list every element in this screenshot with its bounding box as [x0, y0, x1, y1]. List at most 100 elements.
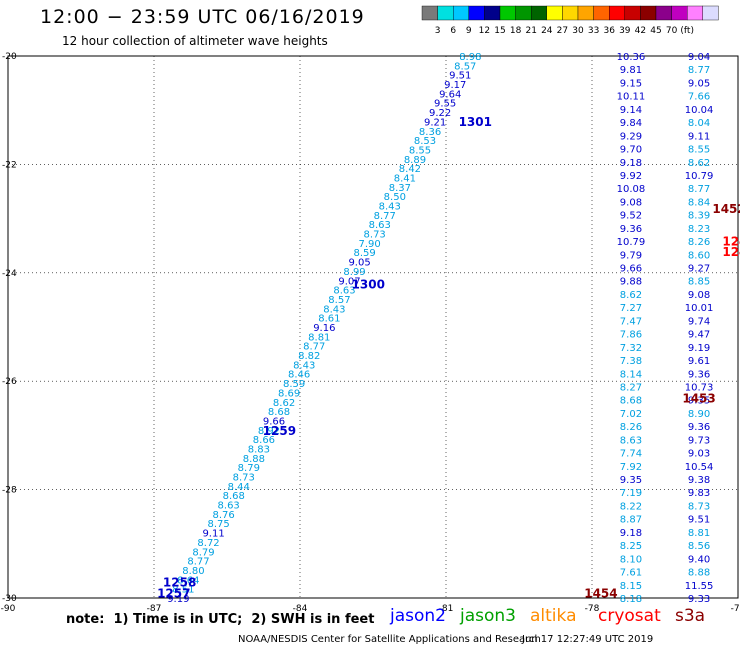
swh-value-label: 10.36	[617, 52, 646, 63]
swh-value-label: 7.38	[620, 356, 642, 367]
swh-value-label: 8.60	[688, 250, 710, 261]
swh-value-label: 8.77	[187, 557, 209, 568]
swh-value-label: 8.51	[172, 585, 194, 596]
swh-value-label: 8.68	[223, 491, 245, 502]
color-scale-tick: 3	[435, 26, 441, 36]
x-tick-label: -87	[147, 604, 162, 614]
swh-value-label: 9.22	[429, 108, 451, 119]
swh-value-label: 7.47	[620, 316, 642, 327]
swh-value-label: 8.73	[688, 501, 710, 512]
swh-value-label: 9.92	[620, 171, 642, 182]
swh-value-label: 8.55	[409, 145, 431, 156]
swh-value-label: 10.73	[685, 382, 714, 393]
swh-value-label: 8.63	[333, 286, 355, 297]
pass-time-label: 1257	[157, 587, 190, 601]
swh-value-label: 7.86	[620, 330, 642, 341]
footer-timestamp: Jun 17 12:27:49 UTC 2019	[522, 634, 654, 645]
swh-value-label: 8.23	[688, 224, 710, 235]
swh-value-label: 10.04	[685, 105, 714, 116]
legend-jason3: jason3	[460, 606, 516, 626]
color-scale-tick: 21	[525, 26, 536, 36]
chart-subtitle: 12 hour collection of altimeter wave hei…	[62, 34, 328, 48]
y-tick-label: -30	[2, 594, 17, 604]
swh-value-label: 9.47	[688, 330, 710, 341]
color-scale-tick: 15	[494, 26, 505, 36]
swh-value-label: 8.80	[182, 566, 204, 577]
swh-value-label: 8.73	[233, 473, 255, 484]
swh-value-label: 9.51	[449, 71, 471, 82]
pass-time-label: 1453	[682, 391, 715, 405]
color-scale-tick: 24	[541, 26, 553, 36]
swh-value-label: 8.77	[688, 184, 710, 195]
swh-value-label: 8.59	[283, 379, 305, 390]
footer-note: note: 1) Time is in UTC; 2) SWH is in fe…	[66, 612, 375, 627]
swh-value-label: 8.57	[328, 295, 350, 306]
legend-cryosat: cryosat	[598, 606, 661, 626]
swh-value-label: 9.36	[688, 369, 710, 380]
swh-value-label: 8.27	[620, 382, 642, 393]
swh-value-label: 8.62	[273, 398, 295, 409]
color-scale-tick: 39	[619, 26, 631, 36]
plot-frame	[7, 55, 739, 599]
swh-value-label: 8.99	[343, 267, 365, 278]
y-tick-label: -20	[2, 52, 17, 62]
swh-value-label: 10.08	[617, 184, 646, 195]
color-scale-tick: 45	[650, 26, 661, 36]
swh-value-label: 8.53	[414, 136, 436, 147]
swh-value-label: 8.75	[207, 519, 229, 530]
swh-value-label: 8.77	[374, 211, 396, 222]
swh-value-label: 8.77	[688, 65, 710, 76]
y-tick-label: -22	[2, 160, 17, 170]
swh-value-label: 8.63	[369, 220, 391, 231]
swh-value-label: 8.43	[293, 360, 315, 371]
swh-value-label: 8.79	[238, 463, 260, 474]
swh-value-label: 8.73	[364, 230, 386, 241]
swh-value-label: 9.36	[620, 224, 642, 235]
swh-value-label: 9.16	[313, 323, 335, 334]
chart-title: 12:00 − 23:59 UTC 06/16/2019	[40, 6, 365, 28]
swh-value-label: 8.92	[258, 426, 280, 437]
swh-value-label: 9.79	[620, 250, 642, 261]
swh-value-label: 7.19	[620, 488, 642, 499]
swh-value-label: 7.66	[688, 92, 710, 103]
swh-value-label: 8.63	[218, 501, 240, 512]
swh-value-label: 8.90	[688, 409, 710, 420]
swh-value-label: 9.40	[688, 554, 710, 565]
swh-value-label: 9.66	[263, 416, 285, 427]
swh-value-label: 8.50	[384, 192, 406, 203]
swh-value-label: 8.81	[308, 332, 330, 343]
color-scale-tick: 33	[588, 26, 599, 36]
swh-value-label: 8.84	[688, 197, 710, 208]
swh-value-label: 9.66	[620, 264, 642, 275]
color-scale-tick: 9	[466, 26, 472, 36]
legend-s3a: s3a	[675, 606, 706, 626]
swh-value-label: 8.36	[419, 127, 441, 138]
swh-value-label: 9.18	[620, 528, 642, 539]
color-scale-tick: (ft)	[680, 26, 694, 36]
swh-value-label: 8.66	[253, 435, 275, 446]
footer-credit: NOAA/NESDIS Center for Satellite Applica…	[238, 634, 541, 645]
swh-value-label: 9.73	[688, 435, 710, 446]
swh-value-label: 9.21	[424, 117, 446, 128]
swh-value-label: 8.81	[688, 528, 710, 539]
pass-time-label: 1249	[722, 234, 740, 248]
swh-value-label: 9.36	[688, 422, 710, 433]
swh-value-label: 8.10	[620, 554, 642, 565]
color-scale-tick: 12	[479, 26, 490, 36]
swh-value-label: 9.83	[688, 488, 710, 499]
swh-value-label: 8.83	[248, 444, 270, 455]
swh-value-label: 8.64	[177, 575, 199, 586]
swh-value-label: 8.63	[620, 435, 642, 446]
swh-value-label: 8.41	[394, 173, 416, 184]
swh-value-label: 8.68	[620, 396, 642, 407]
swh-value-label: 10.01	[685, 303, 714, 314]
swh-value-label: 9.05	[348, 258, 370, 269]
swh-value-label: 9.27	[688, 264, 710, 275]
swh-value-label: 9.35	[620, 475, 642, 486]
swh-value-label: 8.18	[620, 594, 642, 605]
swh-value-label: 7.61	[620, 568, 642, 579]
swh-value-label: 9.81	[620, 65, 642, 76]
swh-value-label: 9.14	[620, 105, 642, 116]
swh-value-label: 8.43	[323, 304, 345, 315]
legend-altika: altika	[530, 606, 577, 626]
